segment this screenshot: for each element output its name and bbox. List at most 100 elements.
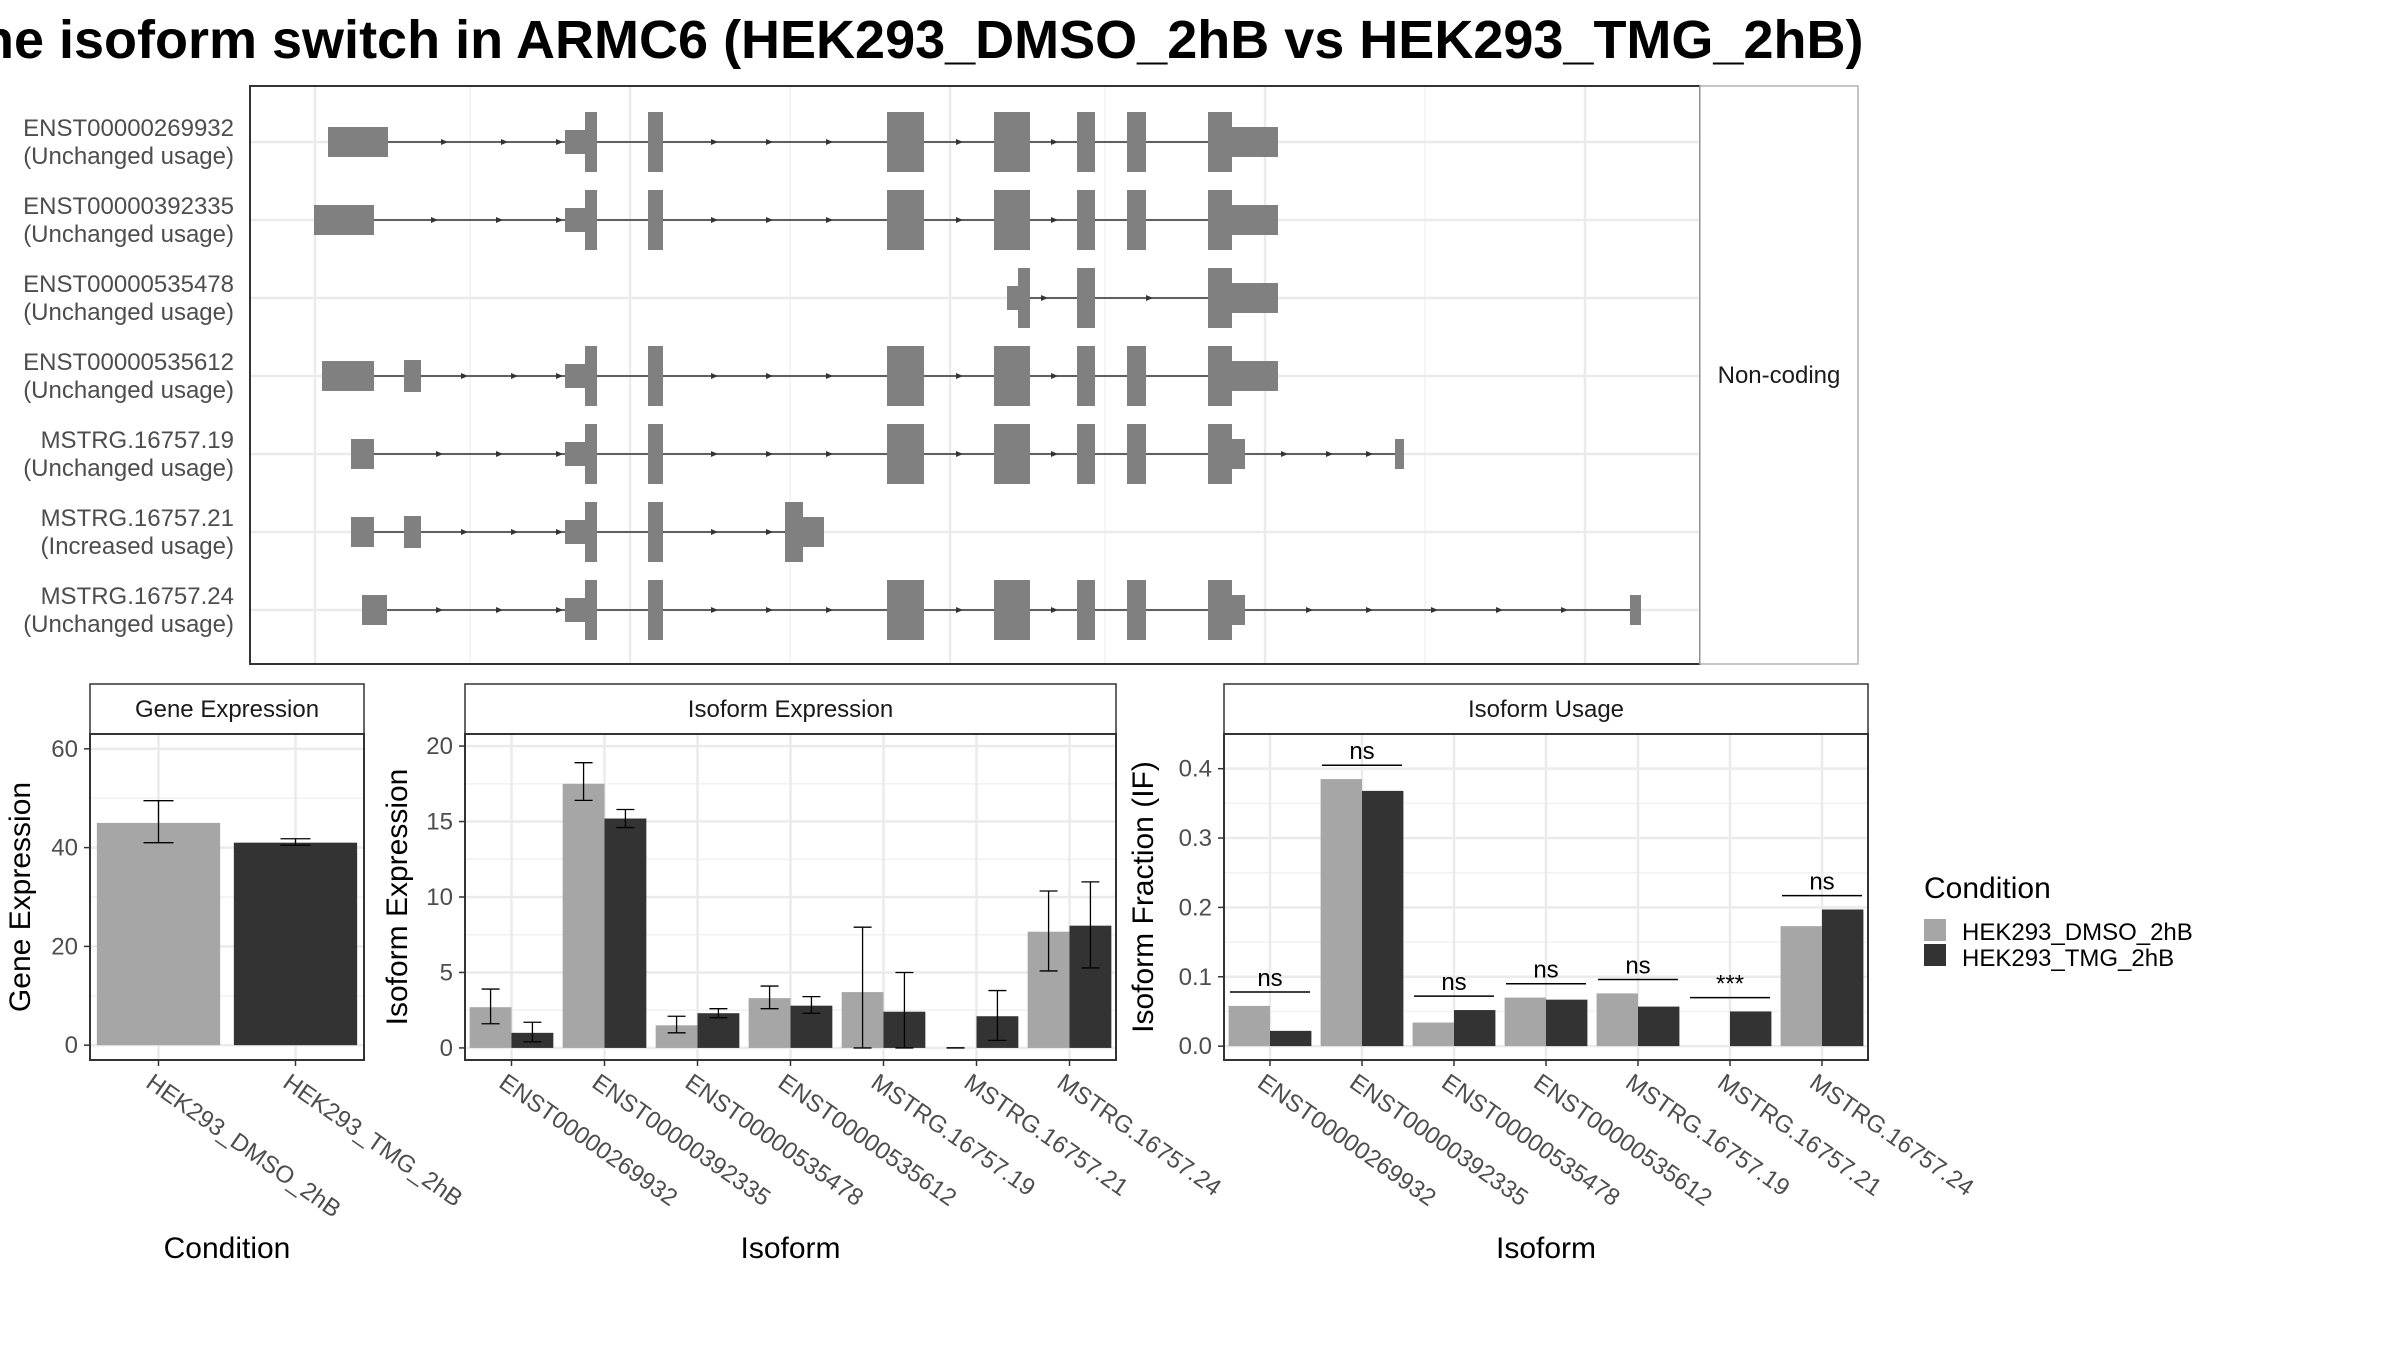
intron-direction-arrow <box>766 451 773 457</box>
intron-direction-arrow <box>766 373 773 379</box>
y-tick-label: 0.1 <box>1179 964 1212 991</box>
x-tick-label: MSTRG.16757.24 <box>1052 1069 1226 1202</box>
intron-direction-arrow <box>501 139 508 145</box>
y-tick-label: 0.2 <box>1179 894 1212 921</box>
intron-direction-arrow <box>1561 607 1568 613</box>
exon-block <box>585 346 597 406</box>
intron-direction-arrow <box>1326 451 1333 457</box>
intron-direction-arrow <box>1306 607 1313 613</box>
intron-direction-arrow <box>1281 451 1288 457</box>
intron-direction-arrow <box>826 451 833 457</box>
transcript-id-label: MSTRG.16757.21 <box>41 505 234 532</box>
exon-block <box>1395 439 1404 469</box>
bar <box>1454 1010 1496 1047</box>
intron-direction-arrow <box>826 217 833 223</box>
intron-direction-arrow <box>711 451 718 457</box>
exon-block <box>803 517 824 547</box>
exon-block <box>351 517 374 547</box>
y-axis-title: Isoform Expression <box>381 769 414 1026</box>
intron-direction-arrow <box>711 529 718 535</box>
exon-block <box>1208 424 1232 484</box>
exon-block <box>585 190 597 250</box>
intron-direction-arrow <box>956 217 963 223</box>
intron-direction-arrow <box>496 451 503 457</box>
exon-block <box>1127 112 1146 172</box>
panel-title: Isoform Expression <box>688 696 893 723</box>
intron-direction-arrow <box>556 217 563 223</box>
bar <box>1596 993 1638 1047</box>
intron-direction-arrow <box>556 139 563 145</box>
intron-direction-arrow <box>556 529 563 535</box>
bar <box>697 1013 740 1048</box>
exon-block <box>1127 346 1146 406</box>
bar <box>1730 1011 1772 1047</box>
x-axis-title: Condition <box>164 1232 291 1265</box>
intron-direction-arrow <box>1051 451 1058 457</box>
isoform-usage-chart: Isoform Usage ns ns ns ns ns *** ns 0.0 0.1 0.2 0.3… <box>1127 683 1979 1265</box>
exon-block <box>994 424 1030 484</box>
exon-block <box>585 112 597 172</box>
significance-label: ns <box>1441 969 1466 996</box>
exon-block <box>1208 346 1232 406</box>
exon-block <box>994 346 1030 406</box>
exon-block <box>648 112 663 172</box>
intron-direction-arrow <box>711 373 718 379</box>
exon-block <box>887 190 924 250</box>
intron-direction-arrow <box>956 139 963 145</box>
exon-block <box>1077 424 1095 484</box>
y-tick-label: 20 <box>51 933 78 960</box>
bar <box>1228 1005 1270 1047</box>
y-tick-label: 5 <box>440 959 453 986</box>
significance-label: ns <box>1349 738 1374 765</box>
x-axis-title: Isoform <box>1496 1232 1596 1265</box>
side-strip <box>1699 85 1859 665</box>
intron-direction-arrow <box>1146 295 1153 301</box>
intron-direction-arrow <box>1051 373 1058 379</box>
significance-label: ns <box>1257 965 1282 992</box>
exon-block <box>1232 361 1278 391</box>
exon-block <box>1077 112 1095 172</box>
intron-direction-arrow <box>1431 607 1438 613</box>
transcript-usage-label: (Unchanged usage) <box>23 377 234 404</box>
y-tick-label: 15 <box>426 809 453 836</box>
transcript-id-label: MSTRG.16757.19 <box>41 427 234 454</box>
y-tick-label: 0.0 <box>1179 1033 1212 1060</box>
structure-tracks <box>314 112 1641 640</box>
exon-block <box>994 580 1030 640</box>
intron-direction-arrow <box>766 529 773 535</box>
exon-block <box>1127 580 1146 640</box>
transcript-usage-label: (Unchanged usage) <box>23 611 234 638</box>
intron-direction-arrow <box>511 529 518 535</box>
bar <box>1362 790 1404 1047</box>
bar <box>1320 779 1362 1047</box>
intron-direction-arrow <box>956 373 963 379</box>
exon-block <box>1077 190 1095 250</box>
panel-title: Isoform Usage <box>1468 696 1624 723</box>
y-axis-title: Isoform Fraction (IF) <box>1127 761 1160 1033</box>
intron-direction-arrow <box>556 373 563 379</box>
transcript-id-label: MSTRG.16757.24 <box>41 583 234 610</box>
exon-block <box>1232 283 1278 313</box>
intron-direction-arrow <box>496 607 503 613</box>
figure-title: The isoform switch in ARMC6 (HEK293_DMSO… <box>0 10 1863 70</box>
exon-block <box>565 364 585 388</box>
intron-direction-arrow <box>1496 607 1503 613</box>
exon-block <box>1127 190 1146 250</box>
exon-block <box>1232 205 1278 235</box>
bar <box>1504 997 1546 1047</box>
exon-block <box>1208 112 1232 172</box>
transcript-usage-label: (Unchanged usage) <box>23 455 234 482</box>
legend-key-tmg <box>1924 944 1946 966</box>
y-tick-label: 0.4 <box>1179 756 1212 783</box>
exon-block <box>565 520 585 544</box>
significance-label: ns <box>1533 957 1558 984</box>
intron-direction-arrow <box>511 373 518 379</box>
exon-block <box>648 190 663 250</box>
x-tick-label: MSTRG.16757.19 <box>866 1069 1040 1202</box>
transcript-usage-label: (Unchanged usage) <box>23 299 234 326</box>
x-tick-label: MSTRG.16757.24 <box>1805 1069 1979 1202</box>
y-tick-label: 40 <box>51 835 78 862</box>
panel-border <box>89 733 365 1061</box>
exon-block <box>648 502 663 562</box>
exon-block <box>1007 286 1018 310</box>
